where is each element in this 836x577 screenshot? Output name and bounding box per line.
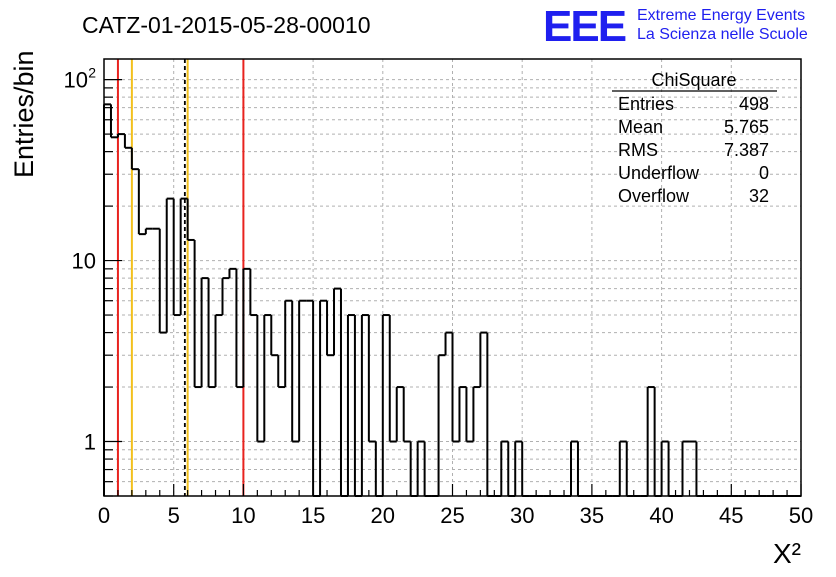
stats-row-label: Underflow <box>618 163 700 183</box>
y-tick-label: 10 <box>72 249 96 274</box>
stats-row-label: Overflow <box>618 186 690 206</box>
stats-box: ChiSquare Entries 498 Mean 5.765 RMS 7.387 Unde… <box>612 70 777 206</box>
stats-row-value: 7.387 <box>724 140 769 160</box>
y-tick-label: 10 <box>64 68 88 93</box>
logo-line-1: Extreme Energy Events <box>637 7 805 24</box>
eee-logo-icon: EEE <box>543 2 626 51</box>
x-tick-label: 20 <box>371 503 395 528</box>
x-tick-label: 40 <box>649 503 673 528</box>
run-title: CATZ-01-2015-05-28-00010 <box>82 12 371 38</box>
x-tick-label: 50 <box>789 503 813 528</box>
stats-title: ChiSquare <box>651 70 736 90</box>
stats-row-value: 5.765 <box>724 117 769 137</box>
x-tick-label: 30 <box>510 503 534 528</box>
stats-row-value: 0 <box>759 163 769 183</box>
stats-row-value: 498 <box>739 94 769 114</box>
stats-row-label: Entries <box>618 94 674 114</box>
stats-row-label: Mean <box>618 117 663 137</box>
y-tick-label: 1 <box>84 430 96 455</box>
x-axis-label: X² <box>773 538 801 569</box>
y-tick-label-exponent: 2 <box>88 65 96 81</box>
x-tick-label: 10 <box>231 503 255 528</box>
stats-row-label: RMS <box>618 140 658 160</box>
x-tick-label: 25 <box>440 503 464 528</box>
logo-line-2: La Scienza nelle Scuole <box>637 26 808 43</box>
y-axis-label: Entries/bin <box>9 50 39 178</box>
x-tick-label: 45 <box>719 503 743 528</box>
stats-row-value: 32 <box>749 186 769 206</box>
x-tick-label: 5 <box>168 503 180 528</box>
x-tick-label: 15 <box>301 503 325 528</box>
x-tick-label: 35 <box>580 503 604 528</box>
x-tick-label: 0 <box>98 503 110 528</box>
